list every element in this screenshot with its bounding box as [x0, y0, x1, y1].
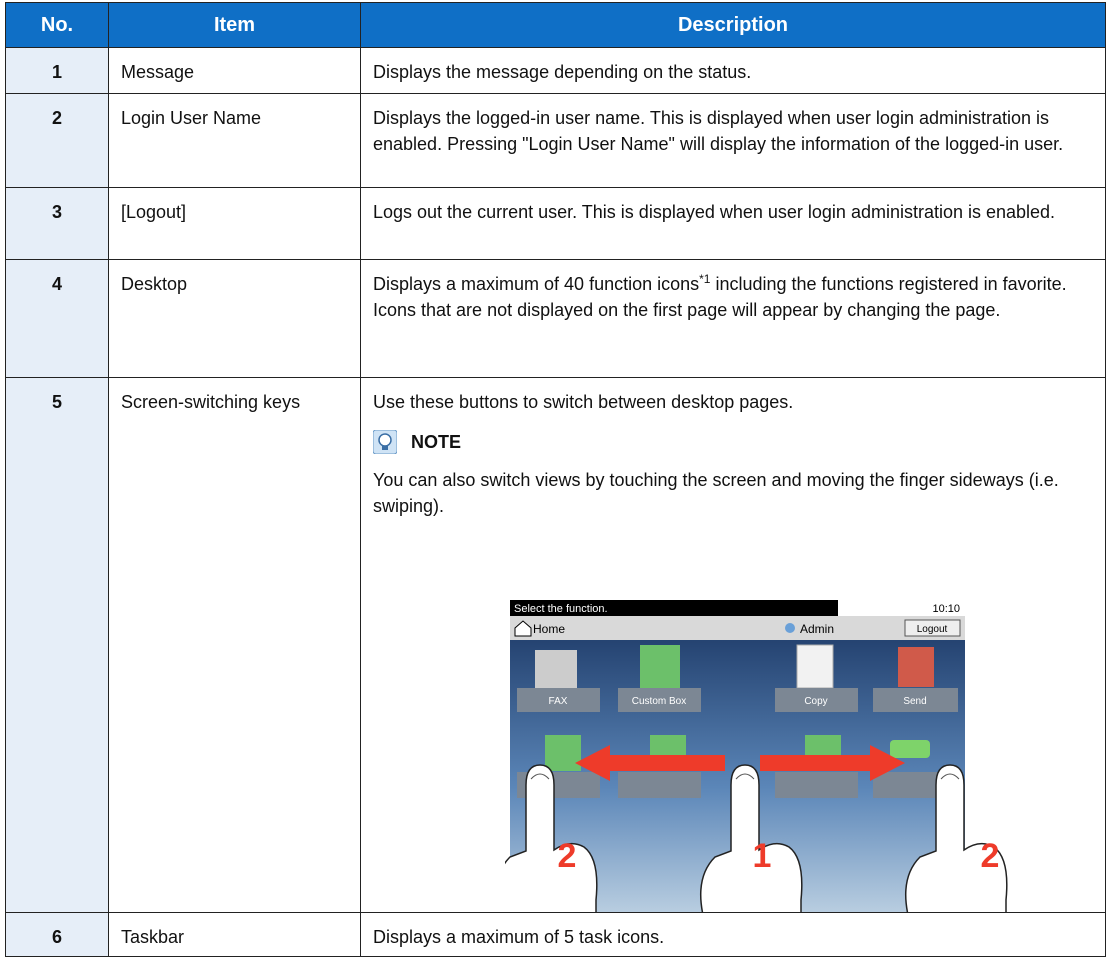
description-cell: Displays the logged-in user name. This i…	[360, 93, 1106, 188]
user-icon	[785, 623, 795, 633]
number-cell: 1	[5, 47, 109, 94]
item-cell: Desktop	[108, 259, 361, 378]
description-cell: Displays the message depending on the st…	[360, 47, 1106, 94]
number-cell: 6	[5, 912, 109, 957]
box-icon	[545, 735, 581, 771]
memory-icon	[890, 740, 930, 758]
row: 3 [Logout] Logs out the current user. Th…	[5, 187, 1106, 260]
tile-label[interactable]: Send	[903, 696, 926, 707]
tile[interactable]	[775, 688, 858, 712]
logout-button[interactable]	[904, 619, 961, 637]
touch-mark: 2	[981, 837, 1000, 875]
item-cell: Login User Name	[108, 93, 361, 188]
item-cell: Message	[108, 47, 361, 94]
tile[interactable]	[775, 772, 858, 798]
description-cell: Displays a maximum of 5 task icons.	[360, 912, 1106, 957]
number-cell: 5	[5, 377, 109, 913]
tile-label[interactable]: FAX	[549, 696, 568, 707]
number-cell: 2	[5, 93, 109, 188]
touch-mark: 1	[753, 837, 772, 875]
logout-label[interactable]: Logout	[917, 624, 948, 635]
box-icon	[640, 645, 680, 688]
header-cell: Item	[108, 2, 361, 48]
description: Use these buttons to switch between desk…	[373, 392, 794, 412]
home-label[interactable]: Home	[533, 622, 565, 636]
item-cell: [Logout]	[108, 187, 361, 260]
description: including the functions registered in fa…	[373, 274, 1067, 320]
table: No. Item Description 1 Message Displays …	[5, 2, 1106, 957]
send-icon	[898, 647, 934, 687]
description-cell: Displays a maximum of 40 function icons*…	[360, 259, 1106, 378]
user-name[interactable]: Admin	[800, 622, 834, 636]
row: 4 Desktop Displays a maximum of 40 funct…	[5, 259, 1106, 378]
note-text: You can also switch views by touching th…	[373, 470, 1059, 516]
tile[interactable]	[873, 688, 958, 712]
swipe-arrow-right	[760, 745, 905, 781]
illustration: Select the function. 10:10 Home Admin Lo…	[505, 600, 1008, 912]
description: Displays a maximum of 40 function icons	[373, 274, 700, 294]
row: 5 Screen-switching keys Use these button…	[5, 377, 1106, 913]
tile[interactable]	[618, 772, 701, 798]
header-bar	[510, 616, 965, 640]
tile-label[interactable]: Custom Box	[632, 696, 686, 707]
number-cell: 4	[5, 259, 109, 378]
footnote-mark: *1	[699, 272, 711, 286]
tile-label[interactable]: Copy	[804, 696, 827, 707]
tile[interactable]	[618, 688, 701, 712]
note-icon	[373, 430, 397, 454]
header-row: No. Item Description	[5, 2, 1106, 48]
row: 1 Message Displays the message depending…	[5, 47, 1106, 94]
item-cell: Taskbar	[108, 912, 361, 957]
message: Select the function.	[514, 603, 608, 615]
fax-icon	[535, 650, 577, 688]
swipe-arrow-left	[575, 745, 725, 781]
row: 6 Taskbar Displays a maximum of 5 task i…	[5, 912, 1106, 957]
note-heading: NOTE	[373, 429, 1093, 455]
message-bar	[510, 600, 838, 616]
tile[interactable]	[517, 688, 600, 712]
copy-icon	[796, 644, 834, 689]
header-cell: Description	[360, 2, 1106, 48]
touch-mark: 2	[558, 837, 577, 875]
item-cell: Screen-switching keys	[108, 377, 361, 913]
number-cell: 3	[5, 187, 109, 260]
row: 2 Login User Name Displays the logged-in…	[5, 93, 1106, 188]
time: 10:10	[932, 603, 960, 615]
header-cell: No.	[5, 2, 109, 48]
description-cell: Logs out the current user. This is displ…	[360, 187, 1106, 260]
note-title: NOTE	[411, 432, 462, 452]
home-icon	[514, 620, 532, 637]
